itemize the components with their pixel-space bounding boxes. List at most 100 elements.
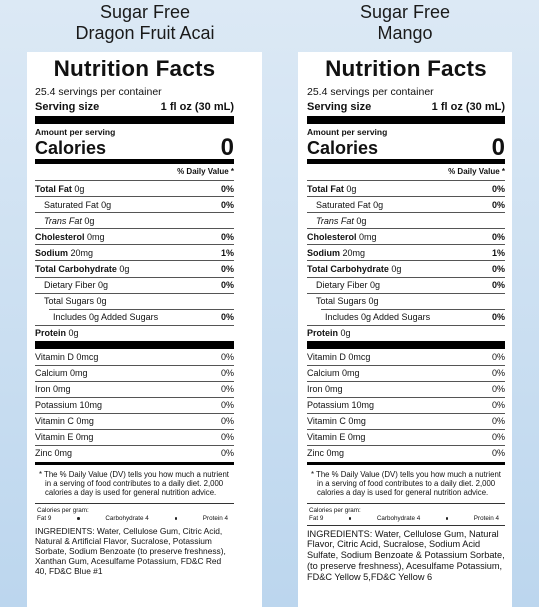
vitamin: Vitamin C 0mg [35, 416, 94, 426]
nutrient: Total Fat 0g [35, 184, 84, 194]
vitamin-name: Iron [307, 384, 323, 395]
nutrient-row: Sodium 20mg 1% [307, 244, 505, 260]
nutrient-row: Dietary Fiber 0g 0% [307, 276, 505, 293]
nutrient-amount: 0g [96, 296, 107, 307]
servings: 25.4 servings per container [35, 86, 162, 98]
serving-size-value: 1 fl oz (30 mL) [431, 101, 505, 113]
ingredients: INGREDIENTS: Water, Cellulose Gum, Citri… [35, 525, 226, 577]
vitamin-name: Potassium [307, 400, 350, 411]
vitamin: Vitamin E 0mg [35, 432, 93, 442]
nutrient: Total Carbohydrate 0g [35, 264, 129, 274]
vitamin-amount: 0mg [54, 448, 73, 459]
vitamin: Vitamin E 0mg [307, 432, 365, 442]
nutrient: Dietary Fiber 0g [307, 280, 380, 290]
nutrient-name: Total Fat [35, 183, 72, 194]
vitamin-name: Iron [35, 384, 51, 395]
vitamin-dv: 0% [491, 448, 505, 459]
nutrient-dv: 0% [491, 280, 505, 291]
calories-per-gram-item: Fat 9 [309, 514, 324, 522]
ingredients: INGREDIENTS: Water, Cellulose Gum, Natur… [307, 528, 505, 582]
nutrient-row: Total Sugars 0g [307, 292, 505, 309]
nutrient-dv: 0% [220, 311, 234, 322]
nutrient-name: Cholesterol [307, 231, 357, 242]
vitamin-amount: 0mg [342, 368, 360, 379]
product-name: Sugar Free Mango [285, 2, 525, 44]
nutrient-name: Protein [307, 328, 339, 339]
nutrient-name: Trans Fat [316, 215, 354, 226]
nutrient-row: Total Fat 0g 0% [307, 180, 505, 196]
dv-header: % Daily Value * [177, 167, 234, 176]
vitamin-dv: 0% [220, 448, 234, 459]
vitamin-row: Vitamin C 0mg 0% [307, 412, 505, 429]
calories-per-gram-item: Carbohydrate 4 [376, 514, 421, 522]
vitamin-dv: 0% [220, 368, 234, 379]
nutrient: Cholesterol 0mg [307, 232, 377, 242]
nutrient: Total Fat 0g [307, 184, 356, 194]
nutrient: Protein 0g [307, 328, 351, 338]
calories-per-gram: Calories per gram: Fat 9 Carbohydrate 4 Pro… [307, 504, 505, 526]
nutrient-row: Includes 0g Added Sugars 0% [35, 308, 234, 325]
vitamin-dv: 0% [491, 368, 505, 379]
vitamin-dv: 0% [491, 432, 505, 443]
calories-value: 0 [491, 134, 505, 161]
nutrient-row: Cholesterol 0mg 0% [35, 228, 234, 244]
nutrient-row: Protein 0g [35, 324, 234, 341]
nutrient-name: Sodium [35, 247, 68, 258]
vitamin-dv: 0% [220, 432, 234, 443]
serving-size-label: Serving size [307, 101, 372, 113]
label-panel [27, 52, 262, 607]
thick-rule [307, 116, 505, 124]
calories-per-gram-items: Fat 9 Carbohydrate 4 Protein 4 [35, 515, 234, 523]
vitamin-amount: 0mg [347, 432, 366, 443]
vitamin-name: Vitamin D [307, 351, 346, 362]
nutrient: Protein 0g [35, 328, 79, 338]
dv-header: % Daily Value * [448, 167, 505, 176]
separator-dot [348, 517, 352, 520]
thick-rule [307, 461, 505, 465]
nutrient: Total Carbohydrate 0g [307, 264, 401, 274]
vitamin-name: Vitamin C [307, 416, 346, 427]
calories-per-gram-item: Carbohydrate 4 [105, 514, 149, 522]
vitamin-row: Potassium 10mg 0% [35, 396, 234, 413]
nutrient-name: Total Carbohydrate [307, 264, 389, 275]
vitamin-name: Zinc [35, 448, 53, 459]
nutrient: Dietary Fiber 0g [35, 280, 108, 290]
separator-dot [445, 517, 449, 520]
nutrient-amount: 20mg [70, 247, 94, 258]
vitamin-name: Calcium [35, 368, 68, 379]
calories-per-gram-item: Protein 4 [473, 514, 499, 522]
nutrient-amount: 0g [74, 183, 85, 194]
vitamin: Vitamin D 0mcg [35, 352, 98, 362]
serving-size: Serving size 1 fl oz (30 mL) [35, 99, 234, 115]
vitamin-row: Vitamin E 0mg 0% [35, 428, 234, 445]
vitamin-row: Zinc 0mg 0% [35, 444, 234, 461]
nutrient-row: Trans Fat 0g [35, 212, 234, 228]
nutrient: Cholesterol 0mg [35, 232, 105, 242]
vitamin-dv: 0% [220, 416, 234, 427]
vitamin-amount: 0mg [53, 384, 71, 395]
thick-rule [35, 461, 234, 465]
nutrient-amount: 0g [119, 264, 130, 275]
nutrient-name: Total Sugars [44, 296, 95, 307]
vitamin-dv: 0% [491, 384, 505, 395]
product-line: Sugar Free [359, 2, 451, 22]
vitamin-name: Zinc [307, 448, 325, 459]
vitamin-row: Iron 0mg 0% [35, 380, 234, 397]
vitamin-amount: 0mg [76, 416, 94, 427]
vitamin: Calcium 0mg [307, 368, 360, 378]
nutrient-row: Saturated Fat 0g 0% [35, 196, 234, 212]
nutrient-dv: 0% [491, 311, 505, 322]
thick-rule [35, 340, 234, 349]
nutrient-name: Cholesterol [35, 231, 85, 242]
vitamin-dv: 0% [491, 400, 505, 411]
vitamin-amount: 0mcg [76, 351, 99, 362]
nutrient-amount: 0g [101, 199, 112, 210]
vitamin-name: Vitamin C [35, 416, 74, 427]
vitamin-row: Iron 0mg 0% [307, 380, 505, 397]
nutrient-row: Total Carbohydrate 0g 0% [35, 260, 234, 276]
calories-per-gram-items: Fat 9 Carbohydrate 4 Protein 4 [307, 515, 505, 523]
vitamin: Vitamin D 0mcg [307, 352, 370, 362]
nutrient-name: Saturated Fat [44, 199, 99, 210]
nutrient: Total Sugars 0g [307, 296, 379, 306]
